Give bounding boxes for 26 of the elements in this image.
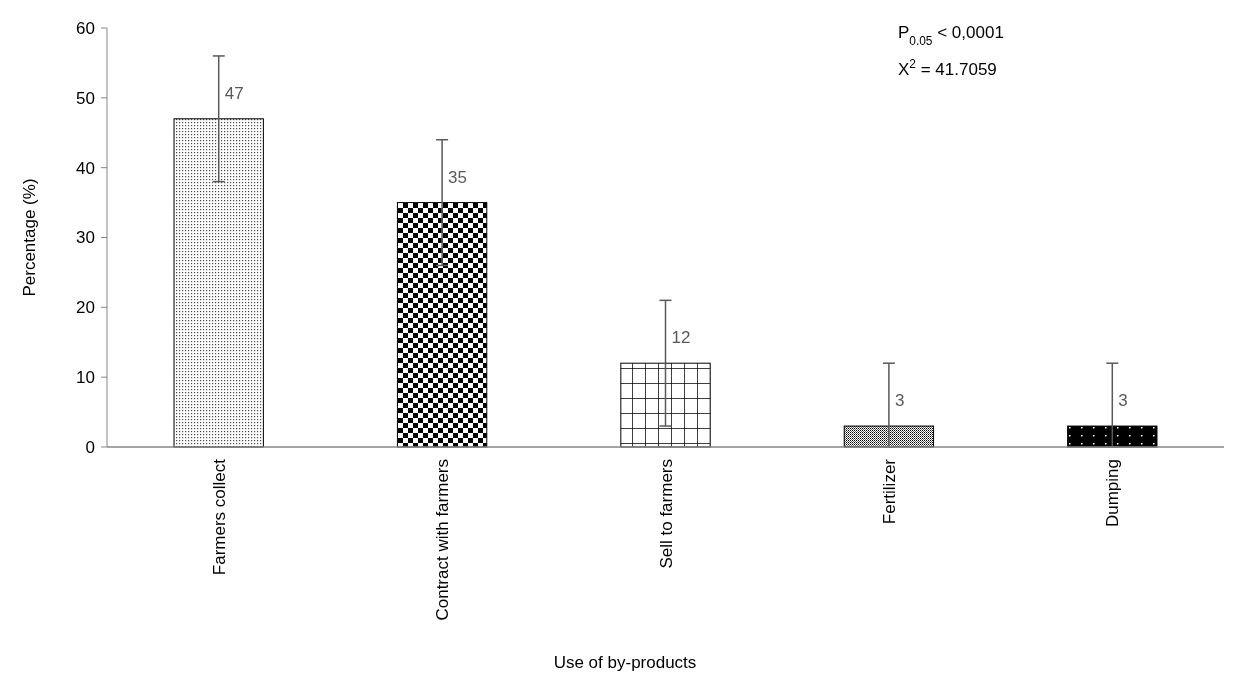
data-label: 47 xyxy=(224,83,244,103)
x-axis-title: Use of by-products xyxy=(553,653,697,672)
bar xyxy=(1067,425,1158,448)
bar xyxy=(173,118,264,448)
y-tick-label: 10 xyxy=(76,368,95,388)
bar xyxy=(843,425,935,448)
data-label: 3 xyxy=(1118,391,1128,411)
y-tick-label: 40 xyxy=(76,158,95,178)
x-tick-label: Sell to farmers xyxy=(656,459,676,569)
x-tick-label: Dumping xyxy=(1103,459,1123,528)
y-tick-label: 50 xyxy=(76,88,95,108)
x-tick-label: Contract with farmers xyxy=(433,459,453,621)
y-tick-label: 0 xyxy=(85,437,95,457)
data-label: 35 xyxy=(448,167,468,187)
y-tick-label: 20 xyxy=(76,298,95,318)
annotation: X$^{2}$ = 41.7059 xyxy=(898,57,997,79)
bar xyxy=(620,362,711,448)
y-tick-label: 60 xyxy=(76,18,95,38)
bar xyxy=(396,202,488,448)
x-tick-label: Fertilizer xyxy=(879,458,899,525)
y-axis-title: Percentage (%) xyxy=(20,178,39,297)
x-tick-label: Farmers collect xyxy=(209,458,229,576)
data-label: 12 xyxy=(671,328,691,348)
data-label: 3 xyxy=(894,391,905,411)
annotation: P$_{0.05}$ < 0,0001 xyxy=(898,23,1004,48)
y-tick-label: 30 xyxy=(76,228,95,248)
